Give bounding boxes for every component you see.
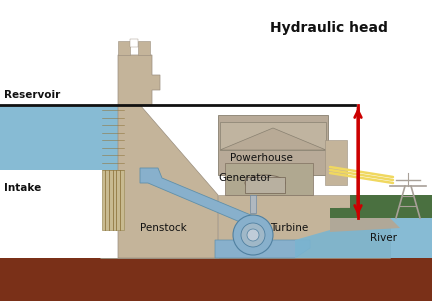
Polygon shape xyxy=(330,218,400,232)
Bar xyxy=(102,170,124,230)
Polygon shape xyxy=(295,218,432,258)
Polygon shape xyxy=(100,195,390,258)
Text: Powerhouse: Powerhouse xyxy=(230,153,293,163)
Bar xyxy=(325,140,347,185)
Bar xyxy=(130,39,138,47)
Text: Turbine: Turbine xyxy=(270,223,308,233)
Text: Hydraulic head: Hydraulic head xyxy=(270,21,388,35)
Text: Reservoir: Reservoir xyxy=(4,90,60,100)
Polygon shape xyxy=(215,240,310,258)
Text: Generator: Generator xyxy=(218,173,271,183)
Bar xyxy=(245,177,285,193)
Circle shape xyxy=(233,215,273,255)
Polygon shape xyxy=(220,128,326,150)
Text: Penstock: Penstock xyxy=(140,223,186,233)
Polygon shape xyxy=(0,105,140,170)
Polygon shape xyxy=(0,258,432,301)
Ellipse shape xyxy=(245,175,285,191)
Bar xyxy=(250,195,256,213)
Circle shape xyxy=(247,229,259,241)
Bar xyxy=(218,115,328,175)
Polygon shape xyxy=(330,195,432,218)
Text: Intake: Intake xyxy=(4,183,41,193)
Bar xyxy=(118,41,130,55)
Bar xyxy=(138,41,150,55)
Bar xyxy=(220,122,326,150)
Polygon shape xyxy=(118,55,218,258)
Bar xyxy=(225,163,313,195)
Polygon shape xyxy=(340,208,360,220)
Polygon shape xyxy=(140,168,262,242)
Text: River: River xyxy=(370,233,397,243)
Circle shape xyxy=(241,223,265,247)
